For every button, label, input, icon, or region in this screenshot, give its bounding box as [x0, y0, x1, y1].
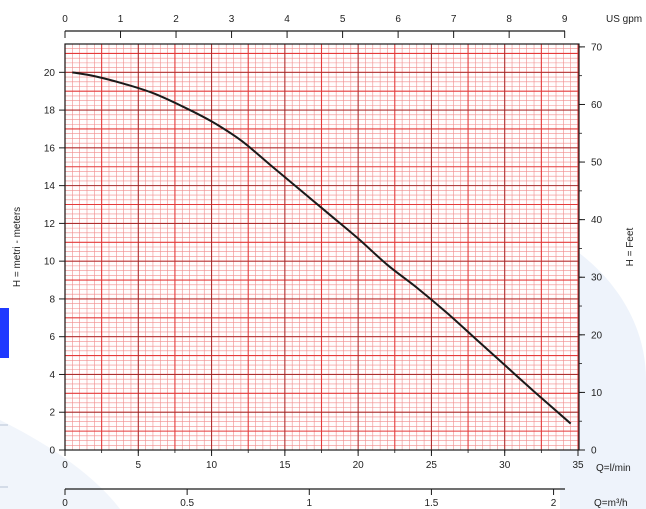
top-axis-tick-label: 5	[340, 14, 346, 25]
background-watermark	[0, 240, 646, 509]
top-axis-tick-label: 1	[118, 14, 124, 25]
right-axis-tick-label: 0	[591, 446, 597, 457]
left-axis-label: H = metri - meters	[12, 207, 23, 287]
axis-ticks	[59, 31, 585, 495]
grid-major	[64, 44, 579, 451]
right-axis-label: H = Feet	[625, 227, 636, 266]
bottom2-axis-label: Q=m³/h	[594, 498, 628, 509]
bottom-axis-tick-label: 10	[206, 460, 218, 471]
left-axis-tick-label: 10	[44, 257, 56, 268]
right-axis-tick-label: 60	[591, 100, 603, 111]
left-axis-tick-label: 6	[49, 332, 55, 343]
top-axis-tick-label: 9	[562, 14, 568, 25]
top-axis-tick-label: 8	[506, 14, 512, 25]
left-axis-tick-label: 0	[49, 446, 55, 457]
bottom2-axis-tick-label: 0.5	[180, 498, 194, 509]
left-axis-tick-label: 2	[49, 408, 55, 419]
top-axis-tick-label: 3	[229, 14, 235, 25]
tick-labels: 0 5 10 15 20 25 30 350 0.5 1 1.5 20 1 2 3 4 5 6 7 8 90246810…	[44, 14, 603, 509]
bottom2-axis-tick-label: 1	[307, 498, 313, 509]
left-axis-tick-label: 16	[44, 143, 56, 154]
bottom-axis-tick-label: 30	[499, 460, 511, 471]
left-axis-tick-label: 18	[44, 106, 56, 117]
right-axis-tick-label: 30	[591, 273, 603, 284]
left-axis-tick-label: 8	[49, 294, 55, 305]
bottom2-axis-tick-label: 1.5	[424, 498, 438, 509]
bottom-axis-tick-label: 25	[426, 460, 438, 471]
right-axis-tick-label: 70	[591, 42, 603, 53]
top-axis-tick-label: 7	[451, 14, 457, 25]
top-axis-tick-label: 6	[395, 14, 401, 25]
right-axis-tick-label: 20	[591, 330, 603, 341]
plot-border	[64, 43, 580, 451]
left-axis-tick-label: 12	[44, 219, 56, 230]
right-axis-tick-label: 10	[591, 388, 603, 399]
bottom-axis-tick-label: 5	[136, 460, 142, 471]
bottom-axis-tick-label: 20	[353, 460, 365, 471]
left-axis-tick-label: 4	[49, 370, 55, 381]
top-axis-label: US gpm	[606, 14, 642, 25]
bottom2-axis-tick-label: 2	[551, 498, 557, 509]
left-axis-tick-label: 14	[44, 181, 56, 192]
bottom-axis-tick-label: 15	[279, 460, 291, 471]
bottom-axis-label: Q=l/min	[596, 463, 631, 474]
top-axis-tick-label: 2	[173, 14, 179, 25]
top-axis-tick-label: 0	[62, 14, 68, 25]
left-axis-tick-label: 20	[44, 68, 56, 79]
performance-curve	[72, 71, 572, 425]
right-axis-tick-label: 40	[591, 215, 603, 226]
right-axis-tick-label: 50	[591, 158, 603, 169]
left-blue-tab	[0, 308, 9, 358]
bottom2-axis-tick-label: 0	[62, 498, 68, 509]
bottom-axis-tick-label: 35	[572, 460, 584, 471]
bottom-axis-tick-label: 0	[62, 460, 68, 471]
top-axis-tick-label: 4	[284, 14, 290, 25]
